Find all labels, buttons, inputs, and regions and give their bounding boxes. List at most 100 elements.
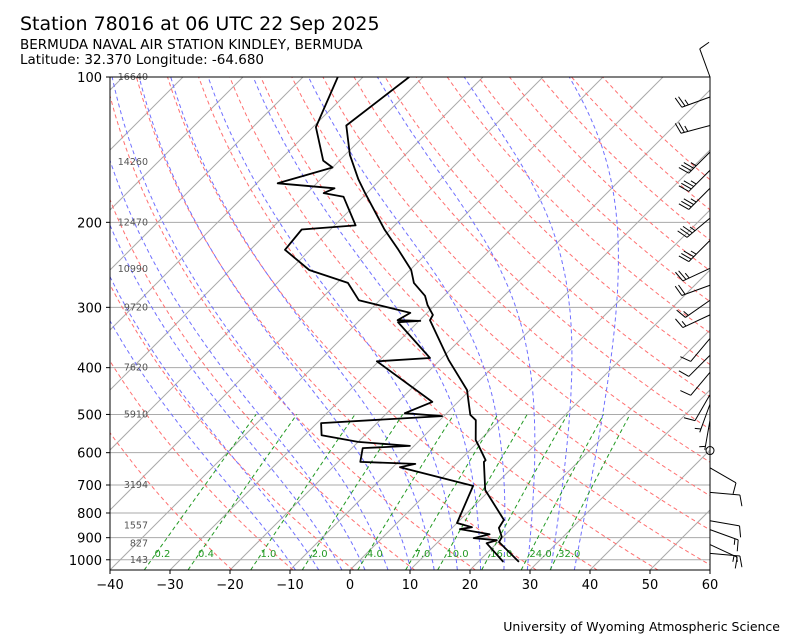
isotherm-line	[649, 509, 710, 570]
mixing-ratio-label: 16.0	[490, 549, 512, 560]
x-tick-label: −10	[276, 578, 303, 593]
mixing-ratio-line	[143, 414, 257, 570]
height-label: 5910	[124, 409, 148, 420]
isotherm-line	[110, 77, 604, 570]
in-plot-labels: 0.2 0.4 1.0 2.0 4.0 7.0 10.0 16.0 24.0 32.0166401…	[118, 72, 581, 566]
wind-barb-flag	[680, 356, 691, 362]
wind-barb-half-flag	[683, 310, 689, 316]
moist-adiabat-line	[376, 77, 536, 570]
wind-barb-staff	[688, 169, 711, 192]
height-label: 9720	[124, 302, 148, 313]
wind-barb-staff	[688, 354, 711, 377]
wind-barb-flag	[674, 97, 683, 108]
isotherm-line	[110, 77, 304, 271]
y-tick-label: 200	[77, 216, 102, 231]
wind-barb-flag	[678, 122, 685, 133]
height-label: 7620	[124, 363, 148, 374]
isotherm-line	[169, 77, 664, 570]
profiles	[276, 77, 520, 563]
mixing-ratio-label: 0.2	[155, 549, 171, 560]
wind-barb-flag	[736, 539, 739, 552]
dry-adiabat-line	[260, 77, 710, 531]
x-tick-label: −30	[156, 578, 183, 593]
wind-barb-staff	[686, 217, 711, 238]
dry-adiabat-line	[291, 77, 710, 497]
moist-adiabat-line	[110, 319, 296, 570]
credit-text: University of Wyoming Atmospheric Scienc…	[503, 619, 780, 634]
wind-barb-staff	[699, 48, 711, 78]
wind-barb-staff	[682, 267, 711, 282]
height-label: 12470	[118, 217, 148, 228]
calm-wind-circle	[705, 446, 715, 456]
y-tick-label: 500	[77, 408, 102, 423]
moist-adiabat-line	[110, 158, 366, 570]
wind-barb-flag	[678, 270, 687, 280]
isotherm-line	[0, 77, 3, 570]
mixing-ratio-label: 0.4	[198, 549, 214, 560]
y-tick-label: 300	[77, 301, 102, 316]
wind-barb-flag	[682, 225, 693, 234]
wind-barb-flag	[678, 185, 690, 192]
dry-adiabat-line	[602, 77, 710, 181]
wind-barb-flag	[678, 167, 690, 174]
wind-barb-flag	[678, 284, 686, 295]
dry-adiabat-line	[353, 77, 710, 430]
wind-barb-half-flag	[689, 226, 696, 232]
wind-barb-staff	[690, 338, 711, 362]
mixing-ratio-line	[357, 414, 455, 570]
mixing-ratio-label: 10.0	[446, 549, 468, 560]
wind-barb-half-flag	[732, 555, 735, 562]
x-tick-label: 20	[462, 578, 479, 593]
wind-barb-flag	[674, 285, 683, 296]
wind-barb-staff	[688, 151, 711, 174]
wind-barb-half-flag	[690, 198, 697, 203]
y-tick-label: 800	[77, 507, 102, 522]
wind-barb-staff	[709, 491, 740, 496]
mixing-ratio-line	[187, 414, 298, 570]
mixing-ratio-label: 7.0	[415, 549, 431, 560]
moist-adiabat-line	[207, 77, 458, 570]
isotherm-line	[409, 269, 710, 570]
mixing-ratio-label: 1.0	[260, 549, 276, 560]
isotherm-line	[349, 209, 710, 570]
mixing-ratio-line	[437, 414, 528, 570]
wind-barb-half-flag	[733, 538, 736, 545]
x-tick-label: 0	[346, 578, 354, 593]
wind-barb-staff	[685, 299, 711, 318]
moist-adiabat-line	[308, 77, 506, 570]
wind-barb-flag	[683, 198, 694, 205]
isotherm-line	[0, 77, 63, 570]
mixing-ratio-line	[301, 414, 404, 570]
wind-barb-staff	[680, 124, 711, 134]
x-tick-label: 60	[702, 578, 719, 593]
dry-adiabat-line	[384, 77, 710, 398]
wind-barb-flag	[739, 494, 743, 507]
moist-adiabat-line	[252, 77, 482, 570]
wind-barb-staff	[694, 394, 711, 421]
moist-adiabat-line	[138, 77, 412, 570]
mixing-ratio-line	[250, 414, 356, 570]
y-tick-label: 100	[77, 71, 102, 86]
wind-barb-flag	[675, 271, 684, 282]
wind-barb-flag	[678, 370, 690, 377]
dry-adiabat-line	[167, 77, 598, 570]
dry-adiabat-line	[571, 77, 710, 211]
isotherm-line	[469, 329, 710, 570]
wind-barb-staff	[681, 284, 711, 296]
moist-adiabat-line	[568, 77, 619, 570]
dry-adiabat-line	[540, 77, 710, 241]
y-tick-label: 900	[77, 532, 102, 547]
x-tick-label: −40	[96, 578, 123, 593]
isotherm-line	[229, 89, 710, 570]
dry-adiabat-line	[110, 360, 294, 570]
plot-frame	[109, 76, 711, 571]
wind-barb-flag	[739, 525, 742, 538]
x-tick-label: 30	[522, 578, 539, 593]
wind-barb-flag	[678, 96, 686, 107]
dewpoint-profile-line	[276, 77, 504, 563]
mixing-ratio-label: 2.0	[312, 549, 328, 560]
dry-adiabat-line	[477, 77, 710, 303]
wind-barb-flag	[681, 182, 692, 190]
moist-adiabat-line	[111, 77, 389, 570]
chart-title: Station 78016 at 06 UTC 22 Sep 2025	[20, 13, 380, 35]
